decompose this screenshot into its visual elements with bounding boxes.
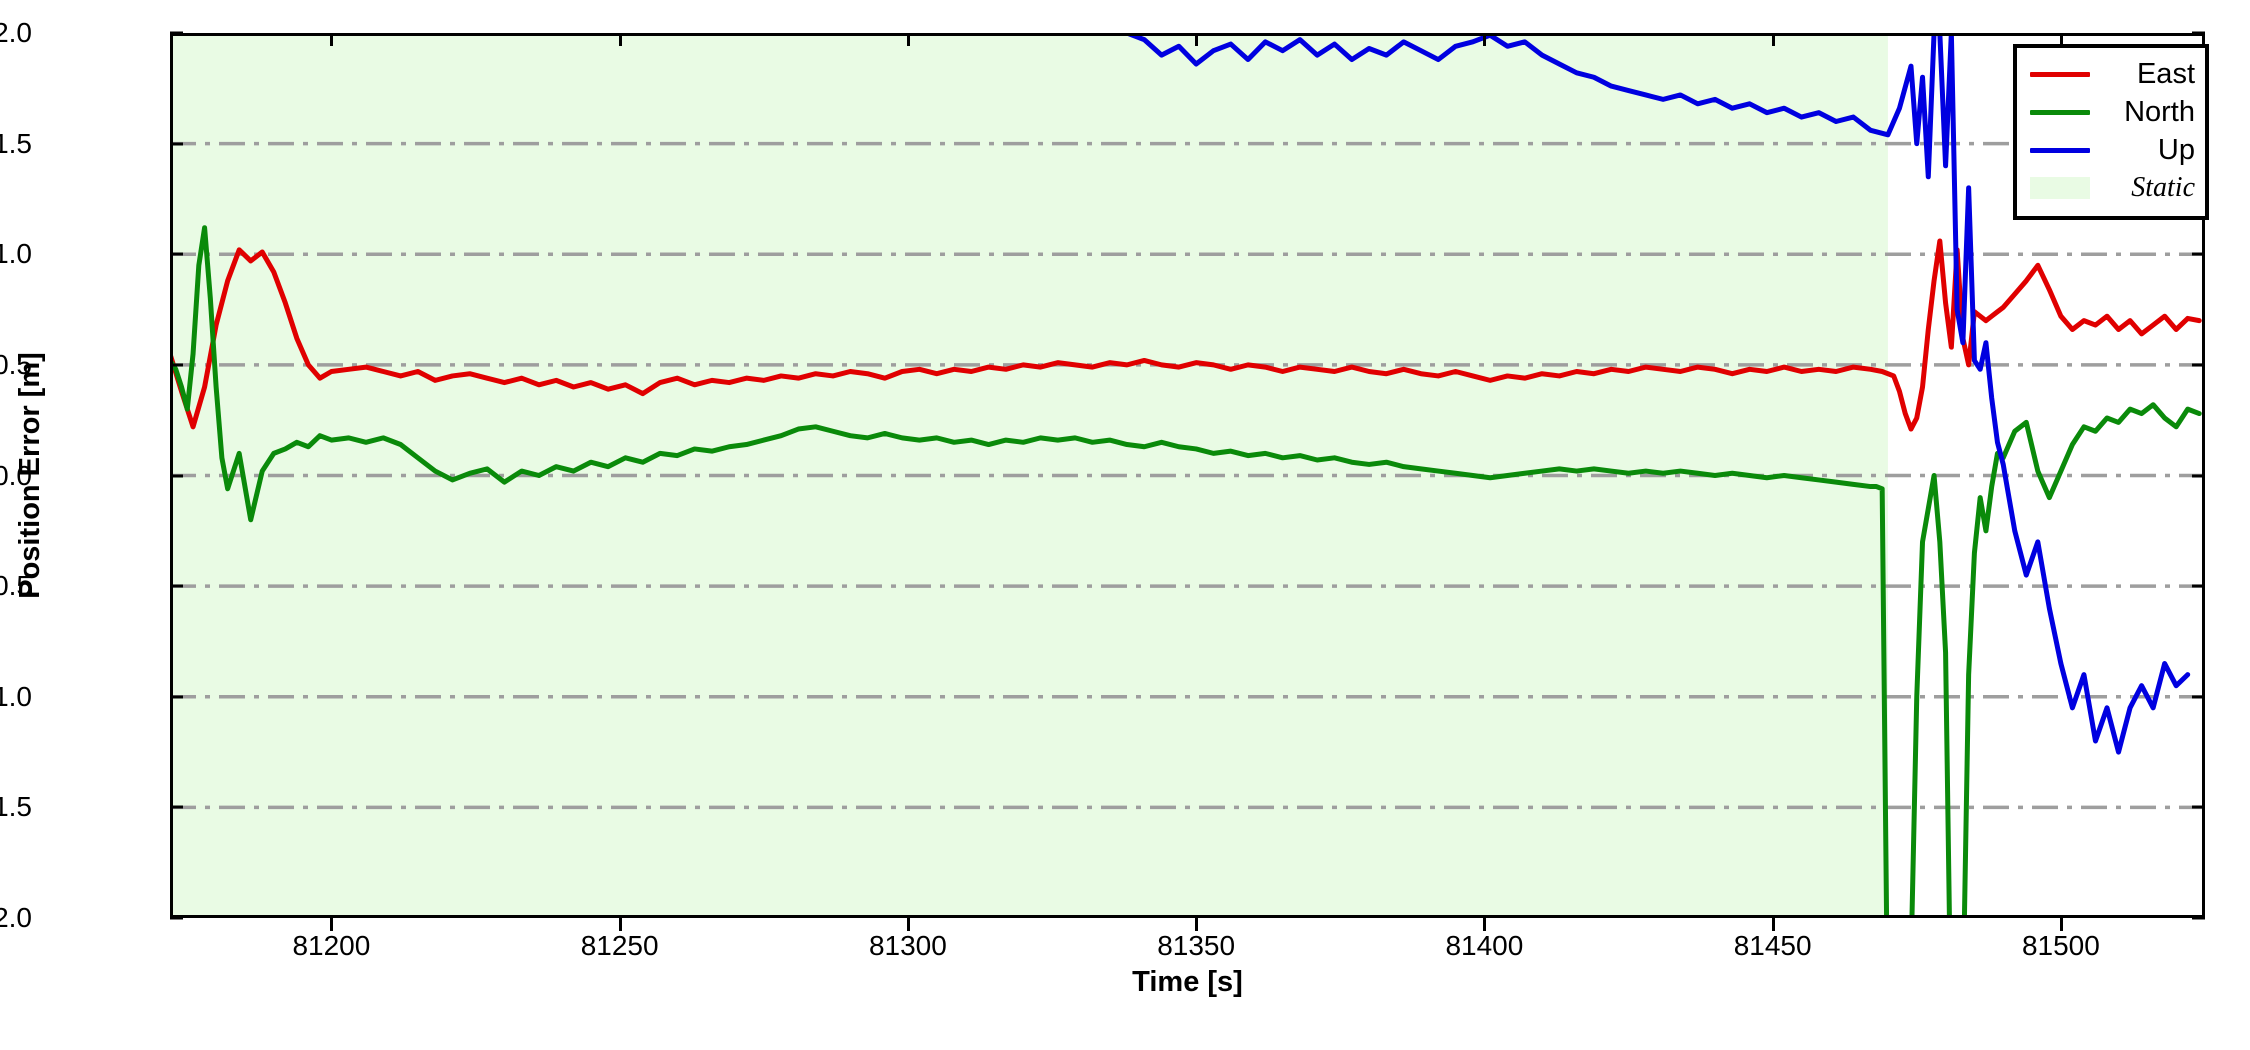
- legend-label: Up: [2157, 133, 2195, 166]
- x-tick-mark: [1483, 918, 1487, 931]
- legend-marker: [2030, 147, 2090, 153]
- x-tick-label: 81350: [1157, 930, 1236, 961]
- x-tick-label: 81400: [1445, 930, 1524, 961]
- y-tick-mark: [2192, 695, 2205, 699]
- x-tick-label: 81450: [1733, 930, 1812, 961]
- x-axis-label: Time [s]: [1132, 966, 1243, 998]
- y-tick-mark: [2192, 805, 2205, 809]
- x-tick-mark: [330, 918, 334, 931]
- y-tick-mark: [170, 584, 183, 588]
- y-tick-mark: [170, 805, 183, 809]
- y-tick-label: −2.0: [0, 902, 32, 933]
- y-tick-mark: [170, 695, 183, 699]
- legend-item-north[interactable]: North: [2027, 93, 2195, 131]
- x-tick-mark: [2059, 918, 2063, 931]
- legend-item-east[interactable]: East: [2027, 55, 2195, 93]
- y-tick-mark: [170, 916, 183, 920]
- y-tick-mark: [2192, 474, 2205, 477]
- y-tick-mark: [2192, 363, 2205, 367]
- y-tick-mark: [2192, 252, 2205, 256]
- y-tick-mark: [2192, 916, 2205, 920]
- y-tick-label: 0.5: [0, 348, 32, 380]
- x-tick-label: 81500: [2021, 930, 2100, 961]
- y-tick-label: −1.0: [0, 680, 32, 712]
- x-tick-mark: [1195, 33, 1199, 46]
- y-tick-mark: [2192, 584, 2205, 588]
- y-tick-mark: [170, 142, 183, 146]
- x-tick-mark: [906, 918, 910, 931]
- legend-label: North: [2124, 95, 2195, 128]
- x-tick-mark: [1195, 918, 1199, 931]
- series-line-up: [1124, 33, 2191, 755]
- x-tick-mark: [618, 33, 622, 46]
- y-tick-label: 1.0: [0, 238, 32, 270]
- y-tick-label: −0.5: [0, 570, 32, 602]
- x-tick-label: 81200: [292, 930, 371, 961]
- y-tick-label: −1.5: [0, 791, 32, 823]
- chart-legend[interactable]: East North Up Static: [2013, 44, 2209, 220]
- x-tick-mark: [1771, 918, 1775, 931]
- y-tick-mark: [2192, 31, 2205, 35]
- legend-swatch-east-icon: [2027, 55, 2093, 93]
- legend-swatch-static-icon: [2027, 169, 2093, 207]
- y-tick-mark: [170, 474, 183, 477]
- legend-swatch-north-icon: [2027, 93, 2093, 131]
- x-tick-label: 81300: [868, 930, 947, 961]
- y-tick-mark: [170, 363, 183, 367]
- legend-item-up[interactable]: Up: [2027, 131, 2195, 169]
- plot-canvas: [170, 33, 2205, 918]
- x-tick-mark: [1771, 33, 1775, 46]
- x-tick-mark: [1483, 33, 1487, 46]
- legend-label: East: [2136, 57, 2195, 90]
- y-tick-label: 0.0: [0, 459, 32, 491]
- x-tick-label: 81250: [580, 930, 659, 961]
- legend-marker: [2030, 177, 2090, 199]
- y-tick-label: 2.0: [0, 17, 32, 48]
- series-line-east: [170, 238, 2202, 432]
- y-tick-mark: [170, 31, 183, 35]
- legend-label: Static: [2131, 172, 2195, 203]
- x-tick-mark: [330, 33, 334, 46]
- x-tick-mark: [618, 918, 622, 931]
- series-line-north: [170, 225, 2202, 918]
- x-tick-mark: [906, 33, 910, 46]
- legend-marker: [2030, 109, 2090, 115]
- legend-marker: [2030, 71, 2090, 77]
- data-series-layer: [170, 33, 2202, 918]
- legend-swatch-up-icon: [2027, 131, 2093, 169]
- plot-area: [170, 33, 2205, 918]
- y-tick-mark: [170, 252, 183, 256]
- legend-item-static[interactable]: Static: [2027, 169, 2195, 207]
- x-tick-mark: [2059, 33, 2063, 46]
- y-tick-label: 1.5: [0, 127, 32, 159]
